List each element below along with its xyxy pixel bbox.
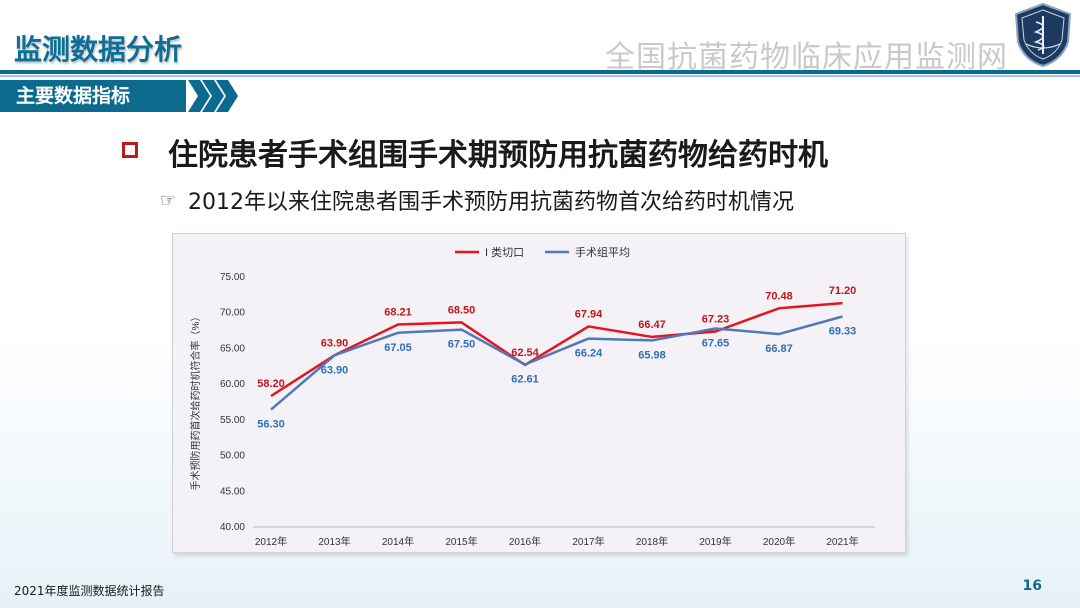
page-number: 16 — [1022, 578, 1042, 594]
data-label: 67.50 — [448, 339, 476, 351]
x-tick-label: 2020年 — [763, 535, 795, 548]
data-label: 66.87 — [765, 343, 793, 355]
x-tick-label: 2012年 — [255, 535, 287, 548]
data-label: 71.20 — [829, 285, 857, 297]
x-tick-label: 2018年 — [636, 535, 668, 548]
y-tick-label: 40.00 — [220, 522, 245, 533]
chart-panel: 40.00 45.00 50.00 55.00 60.00 65.00 70.00 75.00… — [172, 233, 906, 553]
pointing-hand-icon: ☞ — [160, 190, 177, 211]
y-tick-label: 75.00 — [220, 272, 245, 283]
page-heading: 住院患者手术组围手术期预防用抗菌药物给药时机 — [168, 138, 828, 173]
x-tick-label: 2019年 — [699, 535, 731, 548]
data-label: 67.23 — [702, 314, 730, 326]
series-line — [270, 301, 843, 398]
data-label: 66.24 — [575, 348, 603, 360]
data-label: 67.65 — [702, 338, 730, 350]
data-label: 63.90 — [321, 364, 349, 376]
data-label: 68.21 — [384, 307, 412, 319]
legend-label: 手术组平均 — [575, 245, 630, 259]
y-tick-label: 70.00 — [220, 308, 245, 319]
data-label: 66.47 — [638, 319, 666, 331]
data-label: 68.50 — [448, 304, 476, 316]
section-tab: 主要数据指标 — [0, 80, 186, 112]
chart-subheading: 2012年以来住院患者围手术预防用抗菌药物首次给药时机情况 — [188, 190, 794, 215]
data-label: 67.05 — [384, 342, 412, 354]
header-rule-accent — [0, 75, 1080, 77]
line-chart: 40.00 45.00 50.00 55.00 60.00 65.00 70.00 75.00… — [189, 245, 875, 548]
y-tick-label: 60.00 — [220, 379, 245, 390]
x-tick-label: 2014年 — [382, 535, 414, 548]
network-title: 全国抗菌药物临床应用监测网 — [605, 40, 1008, 75]
y-tick-label: 45.00 — [220, 486, 245, 497]
x-tick-label: 2017年 — [572, 535, 604, 548]
data-label: 65.98 — [638, 349, 666, 361]
emblem-logo — [1014, 2, 1072, 68]
series-line — [270, 315, 843, 411]
data-label: 58.20 — [257, 378, 285, 390]
section-title: 监测数据分析 — [14, 33, 183, 66]
data-label: 56.30 — [257, 419, 285, 431]
data-label: 63.90 — [321, 337, 349, 349]
y-axis-title: 手术预防用药首次给药时机符合率（%） — [189, 312, 202, 491]
square-bullet-icon — [122, 142, 138, 158]
x-tick-label: 2013年 — [318, 535, 350, 548]
y-tick-label: 65.00 — [220, 343, 245, 354]
data-label: 62.61 — [511, 374, 539, 386]
x-tick-label: 2021年 — [826, 535, 858, 548]
data-label: 69.33 — [829, 326, 857, 338]
data-label: 70.48 — [765, 290, 793, 302]
chevron-right-icon — [188, 80, 238, 112]
data-label: 62.54 — [511, 347, 539, 359]
header-rule — [0, 70, 1080, 74]
y-tick-label: 50.00 — [220, 451, 245, 462]
report-name: 2021年度监测数据统计报告 — [14, 584, 165, 598]
x-tick-label: 2016年 — [509, 535, 541, 548]
x-tick-label: 2015年 — [445, 535, 477, 548]
y-tick-label: 55.00 — [220, 415, 245, 426]
legend-label: I 类切口 — [485, 245, 524, 259]
data-label: 67.94 — [575, 308, 603, 320]
